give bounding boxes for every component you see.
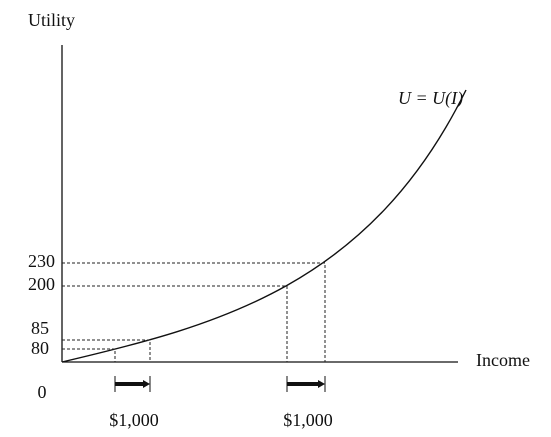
y-level-label: 85 bbox=[31, 318, 49, 338]
curve-label: U = U(I) bbox=[398, 88, 463, 109]
interval-bracket bbox=[286, 376, 326, 392]
interval-bracket bbox=[114, 376, 151, 392]
interval-label: $1,000 bbox=[109, 410, 159, 430]
guide-lines bbox=[62, 262, 326, 362]
y-level-label: 80 bbox=[31, 338, 49, 358]
interval-label: $1,000 bbox=[283, 410, 333, 430]
y-level-label: 200 bbox=[28, 274, 55, 294]
utility-curve bbox=[61, 89, 467, 363]
x-axis-label: Income bbox=[476, 350, 530, 370]
y-level-label: 230 bbox=[28, 251, 55, 271]
y-axis-label: Utility bbox=[28, 10, 75, 30]
origin-label: 0 bbox=[38, 382, 47, 402]
